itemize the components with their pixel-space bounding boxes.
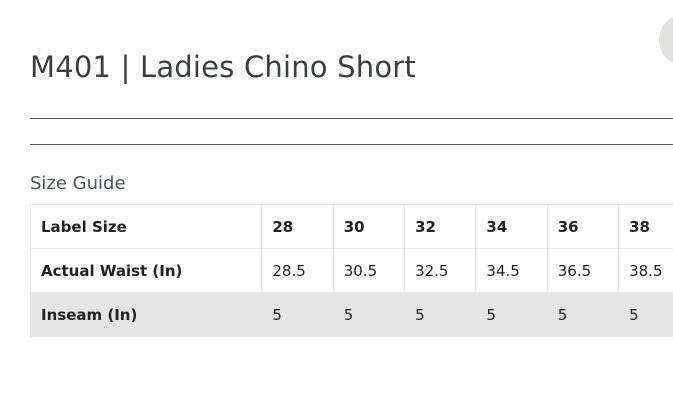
size-guide-heading: Size Guide	[30, 173, 126, 194]
row-label-actual-waist: Actual Waist (In)	[30, 248, 262, 293]
header-cell-size: 30	[332, 204, 405, 249]
table-row-actual-waist: Actual Waist (In) 28.5 30.5 32.5 34.5 36…	[30, 248, 673, 293]
divider-bottom	[30, 144, 673, 145]
table-cell: 38.5	[618, 248, 673, 293]
header-cell-size: 38	[618, 204, 673, 249]
table-row-inseam: Inseam (In) 5 5 5 5 5 5	[30, 292, 673, 337]
header-cell-size: 36	[546, 204, 619, 249]
table-cell: 5	[404, 292, 476, 337]
table-cell: 5	[332, 292, 405, 337]
table-cell: 5	[546, 292, 619, 337]
table-cell: 30.5	[332, 248, 405, 293]
table-cell: 5	[475, 292, 548, 337]
size-guide-table-container: Label Size 28 30 32 34 36 38 Actual Wais…	[30, 204, 673, 337]
size-guide-table: Label Size 28 30 32 34 36 38 Actual Wais…	[30, 204, 673, 337]
header-cell-size: 32	[404, 204, 476, 249]
row-label-inseam: Inseam (In)	[30, 292, 262, 337]
table-cell: 32.5	[404, 248, 476, 293]
product-title: M401 | Ladies Chino Short	[30, 50, 416, 84]
header-cell-size: 34	[475, 204, 548, 249]
divider-top	[30, 118, 673, 119]
table-cell: 5	[261, 292, 334, 337]
table-cell: 5	[618, 292, 673, 337]
header-cell-size: 28	[261, 204, 334, 249]
header-cell-label-size: Label Size	[30, 204, 262, 249]
table-cell: 36.5	[546, 248, 619, 293]
corner-round-button[interactable]	[659, 14, 673, 66]
table-header-row: Label Size 28 30 32 34 36 38	[30, 204, 673, 249]
table-cell: 28.5	[261, 248, 334, 293]
table-cell: 34.5	[475, 248, 548, 293]
